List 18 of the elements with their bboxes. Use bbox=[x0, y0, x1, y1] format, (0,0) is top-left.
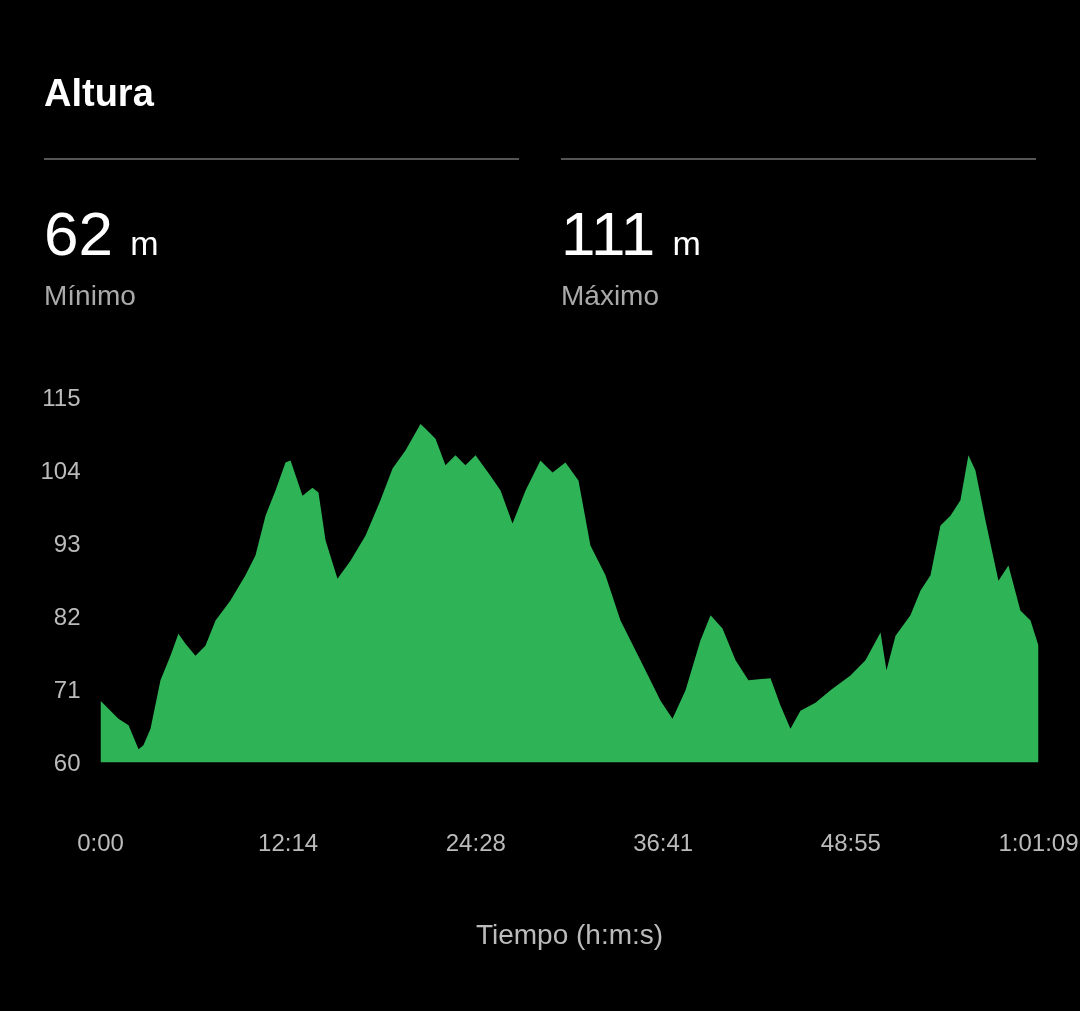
y-tick-label: 93 bbox=[53, 530, 81, 557]
x-axis-title: Tiempo (h:m:s) bbox=[475, 918, 664, 950]
y-tick-label: 104 bbox=[40, 457, 81, 484]
x-tick-label: 48:55 bbox=[820, 828, 881, 856]
y-tick-label: 115 bbox=[42, 384, 81, 411]
text: Máximo bbox=[561, 279, 660, 313]
text: Mínimo bbox=[44, 279, 136, 313]
x-tick-label: 24:28 bbox=[445, 828, 506, 856]
x-tick-label: 0:00 bbox=[77, 828, 124, 856]
x-tick-label: 36:41 bbox=[633, 828, 694, 856]
y-tick-label: 60 bbox=[53, 749, 81, 776]
x-tick-label: 1:01:09 bbox=[998, 828, 1079, 856]
text: 62 m bbox=[44, 199, 159, 268]
y-tick-label: 82 bbox=[53, 603, 81, 630]
y-tick-label: 71 bbox=[53, 676, 81, 703]
x-tick-label: 12:14 bbox=[258, 828, 319, 856]
chart-title: Altura bbox=[44, 71, 154, 116]
text: 111 m bbox=[561, 199, 701, 268]
